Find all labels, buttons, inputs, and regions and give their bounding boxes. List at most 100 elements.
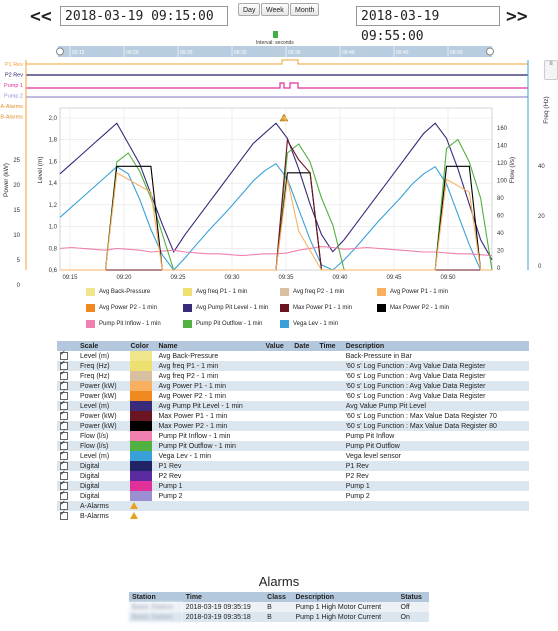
- level-tick-label: 0,8: [49, 246, 58, 252]
- time-cell: [316, 431, 342, 441]
- series-color-swatch[interactable]: [127, 361, 156, 371]
- power-tick-label: 20: [13, 183, 20, 189]
- table-row[interactable]: Power (kW) Max Power P2 - 1 min '60 s' Log…: [57, 419, 529, 431]
- series-color-swatch[interactable]: [127, 381, 156, 391]
- description-cell: Pump 1: [342, 481, 529, 491]
- legend-item[interactable]: Avg Pump Pit Level - 1 min: [183, 304, 268, 312]
- scale-cell: Digital: [77, 461, 128, 471]
- legend-item[interactable]: Max Power P1 - 1 min: [280, 304, 352, 312]
- time-cell: [316, 371, 342, 381]
- table-row[interactable]: Level (m) Vega Lev - 1 min Vega level sens…: [57, 449, 529, 461]
- table-row[interactable]: Level (m) Avg Back-Pressure Back-Pressure …: [57, 349, 529, 361]
- table-row[interactable]: Digital Pump 1 Pump 1: [57, 479, 529, 491]
- value-cell: [262, 391, 291, 401]
- description-cell: '60 s' Log Function : Avg Value Data Reg…: [345, 392, 486, 400]
- table-row[interactable]: Digital P1 Rev P1 Rev: [57, 459, 529, 471]
- plot-area: [59, 107, 493, 271]
- legend-label: Avg Power P2 - 1 min: [99, 305, 157, 311]
- series-color-swatch[interactable]: [127, 411, 155, 421]
- time-cell: [316, 451, 342, 461]
- legend-label: Vega Lev - 1 min: [293, 321, 339, 327]
- table-row[interactable]: Power (kW) Max Power P1 - 1 min '60 s' Log…: [57, 409, 529, 421]
- digital-label: Pump 1: [4, 83, 23, 89]
- legend-item[interactable]: Avg freq P1 - 1 min: [183, 288, 247, 296]
- table-row[interactable]: Power (kW) Avg Power P2 - 1 min '60 s' Log…: [57, 389, 529, 401]
- legend-item[interactable]: Avg Power P1 - 1 min: [377, 288, 448, 296]
- date-cell: [291, 371, 316, 381]
- navigator-tick-label: 09:15: [72, 50, 85, 56]
- col-status: Status: [397, 592, 429, 602]
- series-color-swatch[interactable]: [127, 421, 156, 431]
- legend-swatch: [86, 320, 95, 328]
- time-cell: [316, 501, 343, 511]
- interval-label: Interval: seconds: [256, 40, 294, 46]
- description-cell: Pump 1 High Motor Current: [292, 602, 398, 612]
- series-color-swatch[interactable]: [127, 471, 155, 481]
- time-cell: [316, 491, 342, 501]
- class-cell: B: [264, 602, 293, 612]
- series-color-swatch[interactable]: [127, 351, 155, 361]
- series-color-swatch[interactable]: [127, 441, 156, 451]
- start-datetime-field[interactable]: 2018-03-19 09:15:00: [60, 6, 228, 26]
- description-cell: [342, 501, 529, 511]
- table-row[interactable]: Freq (Hz) Avg freq P2 - 1 min '60 s' Log F…: [57, 369, 529, 381]
- series-visible-checkbox[interactable]: [57, 509, 77, 521]
- digital-label: A-Alarms: [0, 104, 23, 110]
- legend-item[interactable]: Avg Power P2 - 1 min: [86, 304, 157, 312]
- time-tick-label: 09:20: [116, 275, 132, 281]
- digital-label: P1 Rev: [5, 62, 23, 68]
- scale-cell: Flow (l/s): [80, 432, 109, 440]
- legend-item[interactable]: Pump Pit Inflow - 1 min: [86, 320, 161, 328]
- table-row[interactable]: Digital Pump 2 Pump 2: [57, 489, 529, 501]
- prev-period-button[interactable]: <<: [30, 6, 52, 27]
- day-range-button[interactable]: Day: [238, 3, 261, 16]
- date-cell: [291, 511, 316, 521]
- table-row[interactable]: Basic Station 2018-03-19 09:35:18 B Pump…: [129, 612, 429, 622]
- time-cell: [316, 461, 343, 471]
- series-color-swatch[interactable]: [127, 371, 155, 381]
- level-tick-label: 1,2: [49, 203, 58, 209]
- description-cell: '60 s' Log Function : Avg Value Data Reg…: [345, 372, 486, 380]
- table-row[interactable]: Basic Station 2018-03-19 09:35:19 B Pump…: [129, 602, 429, 612]
- value-cell: [262, 401, 292, 411]
- legend-item[interactable]: Vega Lev - 1 min: [280, 320, 338, 328]
- week-range-button[interactable]: Week: [261, 3, 289, 16]
- table-row[interactable]: Power (kW) Avg Power P1 - 1 min '60 s' Log…: [57, 379, 529, 391]
- power-tick-label: 5: [17, 258, 21, 264]
- table-row[interactable]: Flow (l/s) Pump Pit Outflow - 1 min Pump P…: [57, 439, 529, 451]
- legend-item[interactable]: Avg freq P2 - 1 min: [280, 288, 344, 296]
- table-row[interactable]: B-Alarms: [57, 509, 529, 521]
- level-tick-label: 0,6: [49, 268, 58, 274]
- next-period-button[interactable]: >>: [506, 6, 528, 27]
- time-tick-label: 09:50: [440, 275, 456, 281]
- end-datetime-field[interactable]: 2018-03-19 09:55:00: [356, 6, 500, 44]
- series-color-swatch[interactable]: [127, 481, 156, 491]
- table-row[interactable]: Flow (l/s) Pump Pit Inflow - 1 min Pump Pi…: [57, 429, 529, 441]
- legend-item[interactable]: Max Power P2 - 1 min: [377, 304, 449, 312]
- status-cell: Off: [397, 602, 429, 612]
- navigator-left-handle[interactable]: [56, 47, 64, 56]
- table-row[interactable]: Freq (Hz) Avg freq P1 - 1 min '60 s' Log F…: [57, 359, 529, 371]
- navigator-right-handle[interactable]: [486, 47, 494, 56]
- legend-item[interactable]: Pump Pit Outflow - 1 min: [183, 320, 262, 328]
- table-row[interactable]: Digital P2 Rev P2 Rev: [57, 469, 529, 481]
- table-row[interactable]: A-Alarms: [57, 499, 529, 511]
- table-row[interactable]: Level (m) Avg Pump Pit Level - 1 min Avg V…: [57, 399, 529, 411]
- time-cell: [316, 381, 343, 391]
- series-name-cell: Avg Power P2 - 1 min: [158, 392, 227, 400]
- series-color-swatch[interactable]: [127, 431, 155, 441]
- month-range-button[interactable]: Month: [290, 3, 320, 16]
- series-color-swatch[interactable]: [127, 491, 155, 501]
- series-color-swatch[interactable]: [127, 451, 155, 461]
- alarms-table: Station Time Class Description Status Ba…: [129, 592, 429, 622]
- value-cell: [262, 501, 292, 511]
- series-color-swatch[interactable]: [127, 401, 156, 411]
- description-cell: Pump Pit Outflow: [342, 441, 529, 451]
- series-color-swatch[interactable]: [127, 461, 156, 471]
- time-cell: [316, 411, 342, 421]
- legend-item[interactable]: Avg Back-Pressure: [86, 288, 150, 296]
- col-name: Name: [155, 341, 263, 351]
- date-cell: [291, 361, 317, 371]
- series-color-swatch[interactable]: [127, 391, 155, 401]
- time-navigator[interactable]: [58, 46, 492, 57]
